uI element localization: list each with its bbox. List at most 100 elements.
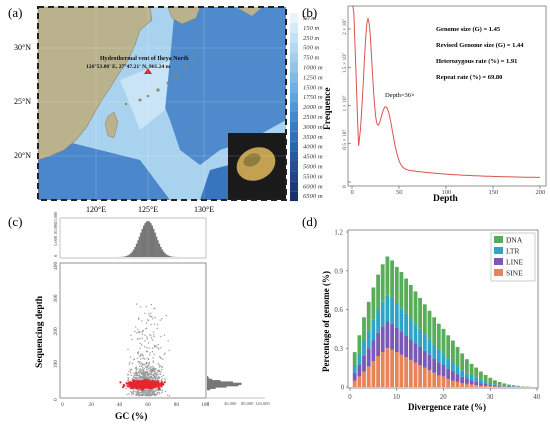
top-hist-bar: [131, 251, 134, 257]
bar-dna: [507, 384, 511, 386]
scatter-point: [139, 363, 142, 365]
scatter-point: [141, 364, 143, 366]
scatter-point: [146, 362, 148, 364]
scatter-point: [154, 316, 156, 319]
top-hist-bar: [165, 254, 168, 257]
scatter-point: [162, 358, 164, 360]
scatter-point: [134, 330, 136, 333]
depth-scale-label: 4500 m: [303, 154, 323, 161]
top-hist-bar: [152, 228, 155, 257]
scatter-point: [145, 363, 147, 365]
bar-line: [394, 327, 399, 353]
bar-dna: [408, 285, 413, 319]
scatter-point: [150, 303, 152, 306]
scatter-point: [149, 389, 152, 391]
profile-y-label: Frequence: [323, 87, 333, 130]
bar-line: [469, 380, 474, 385]
y-tick-label: 0.9: [334, 268, 343, 275]
bar-dna: [390, 260, 394, 298]
scatter-point: [140, 376, 142, 378]
y-tick-label: 0: [342, 185, 348, 188]
legend-label-sine: SINE: [506, 269, 523, 278]
scatter-point: [128, 363, 130, 365]
scatter-point: [148, 394, 150, 397]
scatter-point: [140, 391, 142, 394]
top-hist-bar: [150, 223, 152, 257]
divergence-bars: [352, 256, 535, 388]
top-hist-bar: [161, 249, 163, 257]
scatter-point: [150, 369, 153, 372]
bar-line: [465, 378, 469, 384]
gc-y-tick: 200: [53, 327, 59, 336]
bar-line: [390, 323, 394, 350]
scatter-point: [149, 315, 151, 317]
stat-genome-size: Genome size (G) = 1.45: [436, 26, 501, 33]
bar-dna: [404, 278, 408, 314]
scatter-point: [144, 346, 146, 348]
bar-ltr: [469, 376, 474, 381]
gc-x-ticks: 0 20 40 60 80 100: [61, 402, 210, 408]
y-tick-label: 2 × 10⁷: [342, 19, 348, 35]
top-hist-frame: [59, 217, 207, 259]
bar-dna: [516, 385, 521, 387]
scatter-point: [130, 374, 133, 377]
depth-scale-label: 1000 m: [303, 65, 323, 72]
scatter-point: [136, 378, 138, 381]
bar-dna: [413, 291, 418, 324]
bar-sine: [418, 365, 422, 387]
scatter-point: [141, 369, 143, 371]
scatter-point: [152, 318, 154, 320]
bar-dna: [376, 274, 380, 310]
scatter-point: [153, 394, 156, 396]
bar-ltr: [474, 378, 479, 382]
scatter-point: [146, 351, 148, 353]
legend-swatch-line: [494, 258, 503, 265]
scatter-point: [168, 349, 170, 352]
scatter-point: [138, 317, 140, 319]
scatter-point: [147, 358, 150, 360]
divergence-y-label: Percentage of genome (%): [321, 271, 331, 372]
scatter-point: [153, 353, 155, 355]
scatter-point: [145, 391, 148, 394]
deep-basin: [38, 140, 170, 200]
top-hist-bar: [142, 225, 145, 257]
scatter-point-dense: [127, 382, 130, 385]
scatter-point: [144, 373, 147, 375]
scatter-point: [144, 334, 146, 336]
scatter-point: [130, 372, 132, 374]
top-hist-bar: [168, 255, 171, 257]
scatter-point: [153, 334, 155, 336]
scatter-point: [151, 377, 153, 379]
legend-swatch-ltr: [494, 247, 503, 254]
bar-ltr: [441, 353, 446, 365]
scatter-point: [149, 352, 151, 354]
scatter-point: [142, 394, 144, 396]
scatter-point: [146, 338, 148, 340]
scatter-point: [140, 358, 142, 360]
top-hist-bar: [138, 236, 141, 257]
scatter-point: [136, 372, 139, 375]
bar-ltr: [497, 384, 502, 386]
scatter-point-dense: [156, 382, 159, 385]
scatter-point-dense: [153, 380, 156, 383]
scatter-point: [136, 357, 139, 359]
scatter-point: [148, 313, 150, 315]
scatter-point-dense: [158, 388, 161, 391]
bar-sine: [451, 380, 455, 387]
panel-label-b: (b): [302, 5, 317, 20]
gc-y-tick: 0: [53, 398, 59, 401]
depth-scale-label: 1500 m: [303, 84, 323, 91]
scatter-point: [144, 312, 146, 314]
scatter-point: [139, 338, 141, 340]
scatter-point: [128, 380, 130, 382]
scatter-point: [151, 368, 154, 370]
y-tick-label: 0.3: [334, 346, 343, 353]
scatter-point: [153, 344, 156, 347]
bar-ltr: [455, 366, 460, 375]
scatter-point: [153, 372, 156, 375]
depth-scale-swatch: [290, 171, 298, 182]
bar-sine: [380, 352, 385, 387]
scatter-point: [153, 368, 155, 370]
scatter-point-dense: [156, 385, 159, 388]
